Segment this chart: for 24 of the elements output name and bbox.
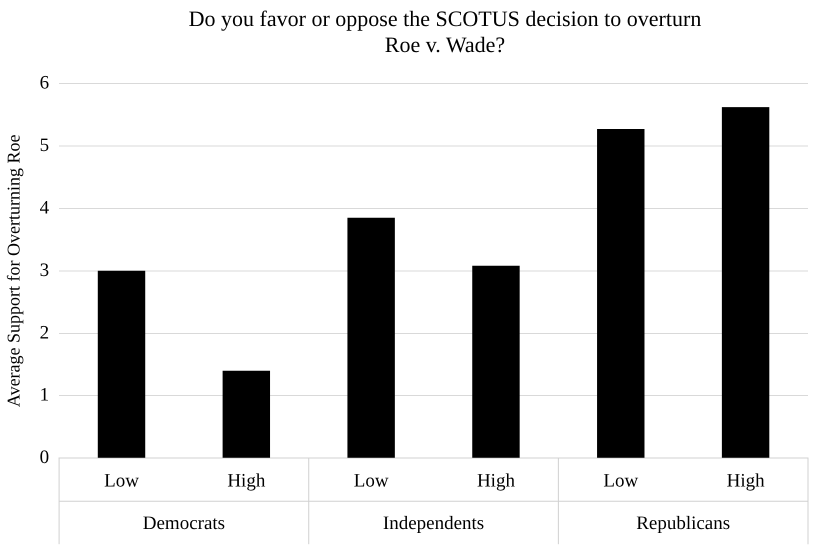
x-tick-label: Low xyxy=(104,470,140,492)
bar xyxy=(597,129,644,458)
y-axis-title: Average Support for Overturning Roe xyxy=(4,134,24,408)
y-tick-label: 3 xyxy=(40,260,50,281)
text: Republicans xyxy=(636,513,730,534)
y-tick-label: 2 xyxy=(40,322,50,344)
y-tick-label: 0 xyxy=(40,447,50,468)
text: Independents xyxy=(382,513,484,534)
bar xyxy=(222,370,270,458)
y-tick-label: 6 xyxy=(40,72,50,94)
y-tick-label: 1 xyxy=(40,384,50,406)
bar xyxy=(347,218,395,458)
chart-title: Do you favor or oppose the SCOTUS decision to overturn Roe v. Wade? xyxy=(188,6,702,58)
x-tick-label: High xyxy=(476,470,516,492)
text: Democrats xyxy=(142,513,226,534)
y-tick-label: 5 xyxy=(40,134,50,156)
x-tick-label: Low xyxy=(354,470,389,492)
y-tick-label: 4 xyxy=(40,197,50,218)
bar xyxy=(722,107,770,458)
bar xyxy=(98,270,146,458)
bar xyxy=(472,266,520,458)
x-tick-label: Low xyxy=(603,470,638,492)
x-tick-label: High xyxy=(227,470,266,492)
x-tick-label: High xyxy=(726,470,766,492)
